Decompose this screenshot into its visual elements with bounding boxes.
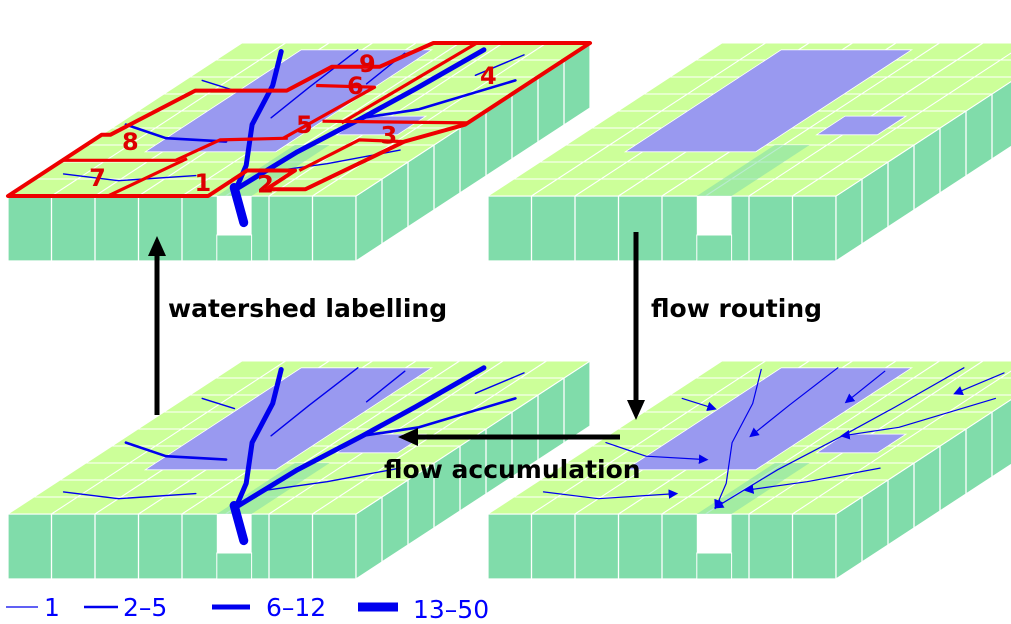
- flow-routing-label: flow routing: [651, 294, 823, 323]
- flow-path: [365, 370, 406, 403]
- arrow-head: [398, 428, 418, 446]
- arrow-head: [148, 236, 166, 256]
- legend-label-1: 1: [44, 593, 60, 622]
- lake: [143, 49, 434, 153]
- watershed-boundary: [282, 83, 377, 140]
- outlet-flow: [229, 501, 249, 546]
- legend-label-6-12: 6–12: [266, 593, 327, 622]
- grid-line: [312, 42, 547, 197]
- flow-path: [743, 467, 881, 494]
- flow-path: [542, 489, 679, 500]
- flow-path: [270, 49, 359, 119]
- watershed-number-2: 2: [257, 171, 274, 199]
- flow-path: [605, 442, 709, 464]
- lake: [815, 115, 908, 136]
- flow-path: [233, 367, 284, 510]
- lake: [143, 367, 434, 471]
- terrain-block-top-left: 1 2 3 4 5 6 78 9: [6, 41, 592, 263]
- flow-path: [953, 372, 1005, 395]
- flow-path: [749, 367, 839, 438]
- legend-label-13-50: 13–50: [413, 595, 490, 624]
- flow-path: [361, 79, 517, 120]
- grid-line: [792, 370, 1011, 515]
- legend-label-2-5: 2–5: [123, 593, 168, 622]
- flow-path: [201, 397, 236, 410]
- flow-path: [270, 367, 359, 437]
- watershed-boundary: [62, 136, 288, 162]
- flow-path: [474, 54, 525, 77]
- flow-path: [844, 370, 886, 404]
- valley-notch-face: [216, 234, 253, 262]
- flow-path: [124, 123, 228, 143]
- valley-notch: [696, 514, 732, 553]
- grid-line: [51, 360, 286, 515]
- outlet-flow: [229, 183, 249, 228]
- valley-notch-face: [696, 234, 733, 262]
- watershed-number-5: 5: [296, 111, 313, 139]
- flow-path: [474, 372, 525, 394]
- flow-path: [62, 173, 197, 182]
- watershed-boundary: [340, 41, 478, 125]
- watershed-number-8: 8: [122, 128, 139, 156]
- flow-routing-arrow: [627, 232, 645, 420]
- grid-line: [531, 42, 766, 197]
- watershed-number-1: 1: [194, 169, 211, 197]
- watershed-boundary: [298, 138, 405, 172]
- grid-line: [531, 360, 766, 515]
- watershed-number-4: 4: [480, 62, 497, 90]
- lake: [623, 49, 914, 153]
- watershed-number-6: 6: [347, 72, 364, 100]
- terrain-block-bottom-right: [486, 360, 1011, 581]
- watershed-boundary: [107, 157, 188, 198]
- valley-cut: [696, 145, 810, 196]
- lake: [623, 367, 914, 471]
- valley-notch: [696, 196, 732, 235]
- watershed-labelling-label: watershed labelling: [168, 294, 448, 323]
- flow-path: [361, 397, 517, 438]
- grid-line: [792, 52, 1011, 197]
- flow-accumulation-arrow: [398, 428, 620, 446]
- watershed-number-9: 9: [359, 50, 376, 78]
- terrain-block-top-right: [486, 42, 1011, 263]
- flow-accumulation-label: flow accumulation: [384, 455, 641, 484]
- valley-notch-face: [696, 552, 733, 580]
- watershed-number-3: 3: [380, 121, 397, 149]
- arrow-head: [627, 400, 645, 420]
- terrain-block-bottom-left: [6, 359, 592, 581]
- watershed-labelling-arrow: [148, 236, 166, 415]
- flow-path: [265, 467, 401, 491]
- flow-path: [840, 397, 997, 440]
- flow-path: [714, 368, 762, 510]
- valley-notch-face: [216, 552, 253, 580]
- lake: [815, 433, 908, 454]
- watershed-number-7: 7: [89, 164, 106, 192]
- flow-path: [62, 491, 197, 500]
- flow-path: [124, 441, 228, 461]
- grid-line: [51, 42, 286, 197]
- watershed-outline: [6, 41, 592, 198]
- flow-path: [681, 397, 717, 412]
